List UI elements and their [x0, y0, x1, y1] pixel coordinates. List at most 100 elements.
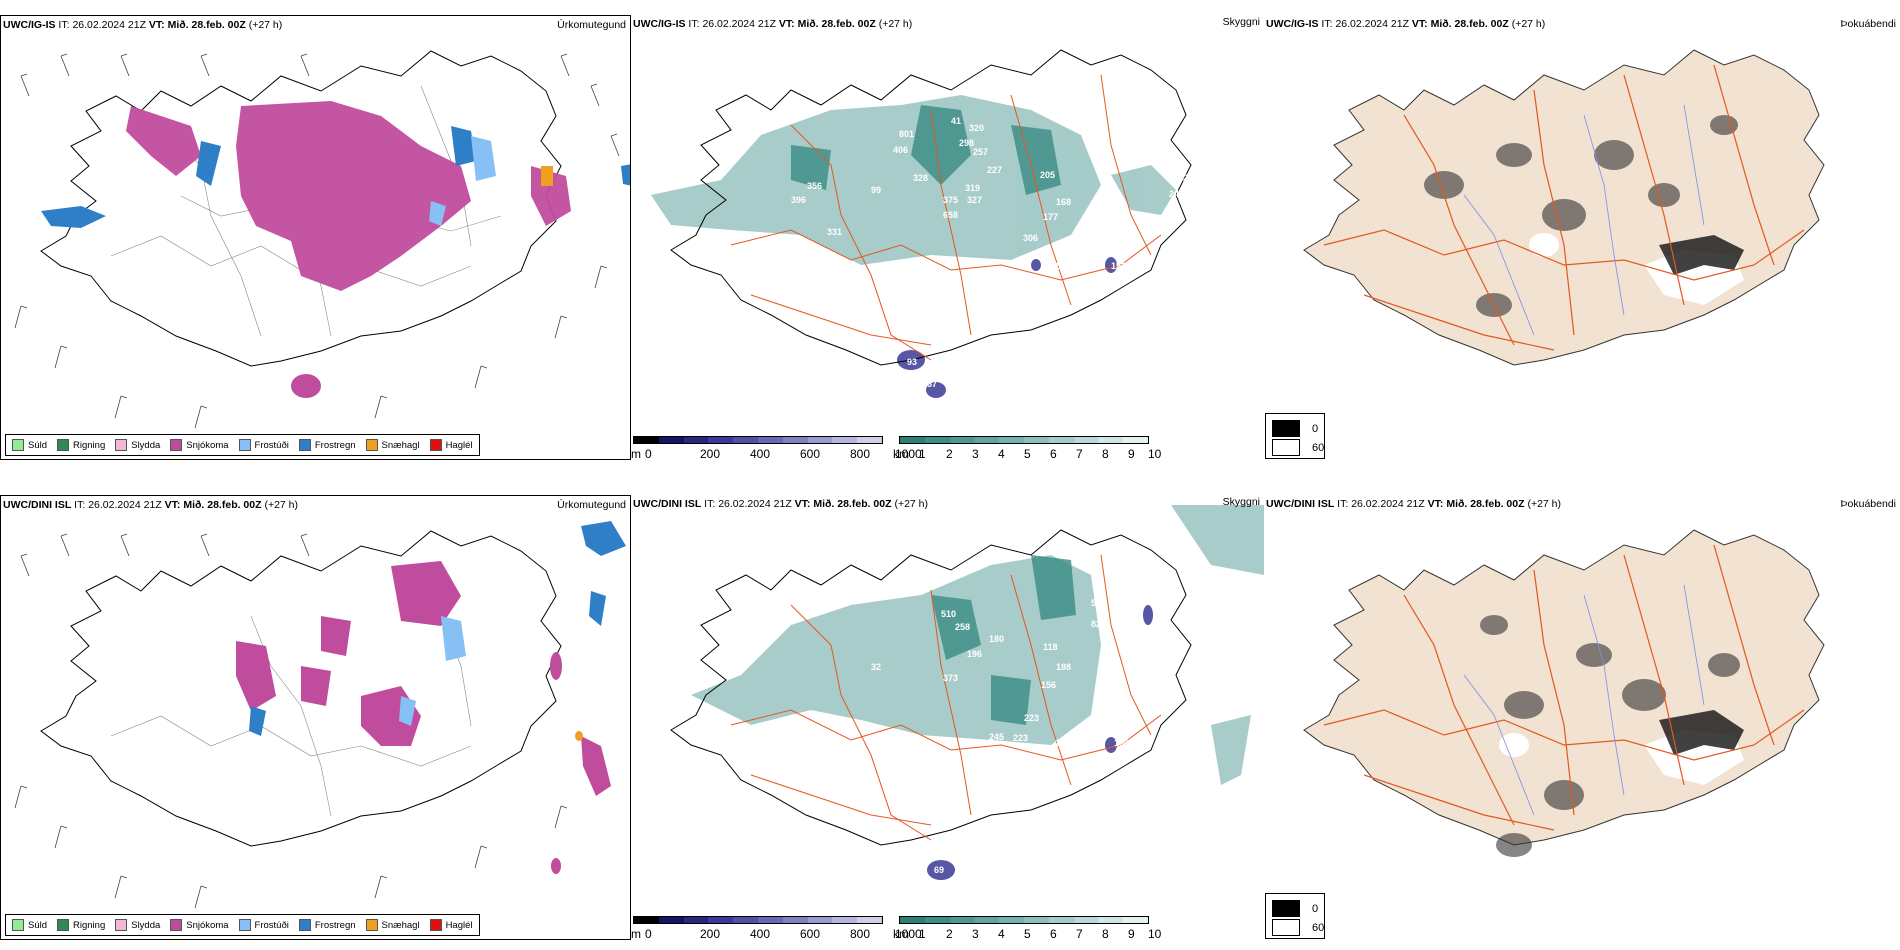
panel-variable-label: Þokuábendi [1840, 18, 1896, 30]
cloud-height-label: 188 [1056, 662, 1072, 672]
cloud-height-label: 159 [1114, 738, 1130, 748]
cloud-height-label: 584 [1091, 598, 1107, 608]
fog-panel-top: UWC/IG-IS IT: 26.02.2024 21Z VT: Mið. 28… [1264, 15, 1900, 410]
cloud-height-label: 356 [807, 181, 823, 191]
cloud-height-label: 196 [967, 649, 983, 659]
cloud-height-label: 298 [959, 138, 975, 148]
cloud-base-marks-bottom [927, 605, 1153, 880]
visibility-colorbar-fill [899, 916, 1149, 924]
colorbar-tick: 600 [800, 447, 821, 460]
precip-type-legend: Súld Rigning Slydda Snjókoma Frostúði Fr… [5, 914, 480, 936]
colorbar-tick: 1000 [895, 927, 922, 940]
wind-barbs-top [14, 53, 620, 429]
cloud-height-label: 406 [893, 145, 909, 155]
cloud-height-label: 177 [1043, 212, 1059, 222]
precip-type-legend: Súld Rigning Slydda Snjókoma Frostúði Fr… [5, 434, 480, 456]
panel-variable-label: Skyggni [1222, 16, 1260, 28]
legend-item: Súld [12, 919, 47, 931]
cloud-height-label: 257 [973, 147, 989, 157]
colorbar-tick: 400 [750, 927, 771, 940]
iceland-fog-map-top [1303, 49, 1825, 366]
cloud-height-label: 331 [827, 227, 843, 237]
legend-item: Haglél [429, 439, 473, 451]
cloud-height-label: 69 [934, 865, 945, 875]
panel-title: UWC/IG-IS IT: 26.02.2024 21Z VT: Mið. 28… [3, 19, 283, 31]
panel-variable-label: Úrkomutegund [557, 499, 626, 511]
cloud-height-label: 251 [1051, 261, 1067, 271]
colorbar-tick: 6 [1050, 927, 1057, 940]
cloud-height-label: 223 [1024, 713, 1040, 723]
colorbar-unit: m [631, 447, 641, 460]
cloud-height-label: 99 [871, 185, 882, 195]
colorbar-tick: 9 [1128, 447, 1135, 460]
fog-legend-top: 0 60 [1265, 413, 1325, 459]
legend-item: Frostúði [238, 919, 289, 931]
panel-title: UWC/DINI ISL IT: 26.02.2024 21Z VT: Mið.… [1266, 498, 1562, 510]
panel-title: UWC/IG-IS IT: 26.02.2024 21Z VT: Mið. 28… [1266, 18, 1546, 30]
iceland-precip-map-bottom [14, 521, 626, 909]
colorbar-tick: 4 [998, 927, 1005, 940]
cloud-height-labels-bottom: 584 821 510 258 180 118 196 188 373 156 … [631, 495, 1264, 940]
legend-item: Rigning [57, 439, 105, 451]
colorbar-tick: 8 [1102, 927, 1109, 940]
colorbar-tick: 9 [1128, 927, 1135, 940]
cloud-height-label: 127 [1055, 738, 1071, 748]
snow-areas-bottom [236, 561, 611, 796]
colorbar-tick: 7 [1076, 447, 1083, 460]
cloud-height-label: 320 [969, 123, 985, 133]
cloud-height-label: 319 [965, 183, 981, 193]
colorbar-tick: 2 [946, 927, 953, 940]
cloud-height-label: 205 [1040, 170, 1056, 180]
colorbar-tick: 800 [850, 927, 871, 940]
cloud-height-label: 227 [987, 165, 1003, 175]
legend-item: Rigning [57, 919, 105, 931]
colorbar-unit: km [893, 447, 909, 460]
legend-item: Frostúði [238, 439, 289, 451]
cloud-height-label: 151 [1111, 261, 1127, 271]
cloud-height-label: 382 [1173, 173, 1189, 183]
visibility-colorbar: km 1 2 3 4 5 6 7 8 9 10 [893, 436, 1161, 460]
cloud-height-label: 658 [943, 210, 959, 220]
colorbar-tick: 1 [919, 447, 926, 460]
cloud-height-label: 112 [913, 867, 928, 877]
iceland-fog-map-bottom [1303, 529, 1825, 857]
legend-item: Frostregn [298, 919, 356, 931]
cloud-height-label: 373 [943, 673, 959, 683]
precip-type-panel-top: UWC/IG-IS IT: 26.02.2024 21Z VT: Mið. 28… [0, 15, 631, 460]
south-snow-top [291, 374, 321, 398]
legend-item: Snæhagl [365, 919, 420, 931]
legend-item: Frostregn [298, 439, 356, 451]
cloud-height-label: 285 [1093, 752, 1109, 762]
freezing-rain-areas-top [41, 126, 630, 228]
cloud-height-label: 327 [967, 195, 983, 205]
visibility-colorbar: km 1 2 3 4 5 6 7 8 9 10 [893, 916, 1161, 940]
colorbar-tick: 1 [919, 927, 926, 940]
roads-fog-top [1323, 64, 1805, 351]
colorbar-tick: 0 [645, 447, 652, 460]
panel-title: UWC/DINI ISL IT: 26.02.2024 21Z VT: Mið.… [633, 498, 929, 510]
colorbar-tick: 5 [1024, 927, 1031, 940]
colorbar-tick: 1000 [895, 447, 922, 460]
wind-barbs-bottom [14, 533, 568, 909]
panel-title: UWC/IG-IS IT: 26.02.2024 21Z VT: Mið. 28… [633, 18, 913, 30]
colorbar-tick: 600 [800, 927, 821, 940]
cloud-height-labels-top: 801 406 328 356 396 99 41 320 298 257 22… [631, 15, 1264, 460]
cloud-height-colorbar-fill [633, 436, 883, 444]
cloud-height-colorbar: m 0 200 400 600 800 1000 [631, 436, 922, 460]
colorbar-tick: 8 [1102, 447, 1109, 460]
roads-top [730, 74, 1162, 361]
legend-item: Snjókoma [170, 919, 229, 931]
colorbar-tick: 4 [998, 447, 1005, 460]
fog-legend-bottom: 0 60 [1265, 893, 1325, 939]
cloud-height-label: 180 [989, 634, 1005, 644]
cloud-height-label: 821 [1091, 619, 1107, 629]
snow-areas-top [126, 101, 571, 291]
cloud-panel-top: UWC/IG-IS IT: 26.02.2024 21Z VT: Mið. 28… [631, 15, 1264, 460]
visibility-colorbar-fill [899, 436, 1149, 444]
cloud-height-label: 118 [1043, 642, 1058, 652]
colorbar-tick: 7 [1076, 927, 1083, 940]
legend-item: Slydda [115, 919, 160, 931]
iceland-cloud-map-top [651, 49, 1192, 398]
cloud-height-label: 328 [913, 173, 929, 183]
colorbar-unit: km [893, 927, 909, 940]
